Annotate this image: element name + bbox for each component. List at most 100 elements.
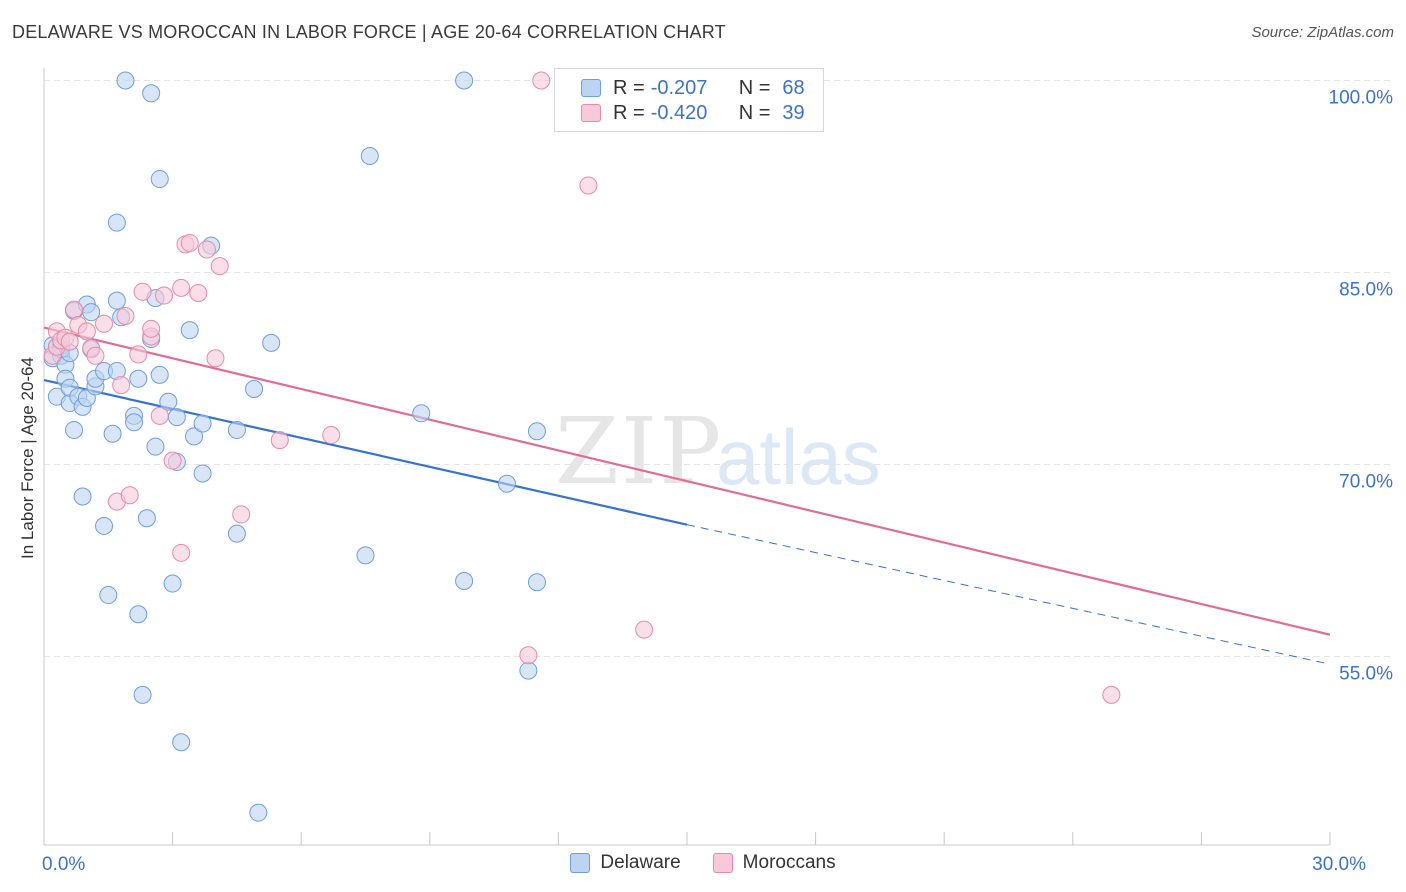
delaware-r-value: -0.207 [650,76,708,99]
delaware-point [360,147,379,166]
delaware-point [497,474,516,493]
delaware-point [193,414,212,433]
delaware-point [116,71,135,90]
moroccans-point [133,282,152,301]
moroccans-point [519,646,538,665]
axes [43,68,1331,846]
moroccans-point [172,278,191,297]
delaware-point [227,524,246,543]
n-label: N = [738,101,771,124]
moroccans-point [206,349,225,368]
stats-row-moroccans: R = -0.420 N = 39 [581,100,805,126]
delaware-trend-line [43,378,688,526]
moroccans-point [232,505,251,524]
y-tick-label: 70.0% [1339,472,1393,493]
delaware-point [150,170,169,189]
moroccans-point [189,283,208,302]
watermark-atlas: atlas [716,413,881,501]
moroccans-point [142,319,161,338]
moroccans-point [155,286,174,305]
moroccans-point [163,451,182,470]
delaware-point [412,404,431,423]
moroccans-legend-swatch [712,853,733,873]
y-axis-label: In Labor Force | Age 20-64 [18,357,37,559]
delaware-point [82,303,101,322]
legend-label-moroccans: Moroccans [742,852,836,873]
trend-lines [43,326,1331,665]
stats-legend: R = -0.207 N = 68 R = -0.420 N = 39 [554,68,824,132]
delaware-point [527,573,546,592]
data-points [43,71,1121,822]
moroccans-point [150,406,169,425]
moroccans-point [532,71,551,90]
moroccans-point [112,376,131,395]
moroccans-trend-line [43,326,1331,636]
delaware-point [129,369,148,388]
watermark-zip: ZIP [555,398,724,505]
moroccans-point [172,543,191,562]
moroccans-point [129,345,148,364]
delaware-point [455,571,474,590]
moroccans-point [77,322,96,341]
delaware-point [193,464,212,483]
moroccans-point [635,620,654,639]
delaware-point [356,546,375,565]
delaware-n-value: 68 [782,76,805,99]
delaware-swatch [581,79,601,97]
y-tick-label: 55.0% [1339,664,1393,685]
delaware-point [159,392,178,411]
delaware-point [249,803,268,822]
r-label: R = [613,101,645,124]
delaware-point [527,422,546,441]
delaware-point [245,379,264,398]
legend-item-delaware[interactable]: Delaware [570,852,681,874]
delaware-point [99,586,118,605]
delaware-legend-swatch [570,853,591,873]
delaware-point [73,487,92,506]
delaware-point [133,685,152,704]
y-tick-label: 85.0% [1339,280,1393,301]
legend-item-moroccans[interactable]: Moroccans [712,852,836,874]
moroccans-point [116,307,135,326]
delaware-point [519,661,538,680]
x-tick-label: 30.0% [1312,854,1366,875]
stats-row-delaware: R = -0.207 N = 68 [581,75,805,101]
moroccans-point [95,314,114,333]
delaware-point [180,321,199,340]
moroccans-point [197,240,216,259]
moroccans-point [210,257,229,276]
delaware-point [172,733,191,752]
moroccans-point [65,300,84,319]
delaware-point [262,333,281,352]
n-label: N = [738,76,771,99]
moroccans-point [270,431,289,450]
delaware-point [129,605,148,624]
x-tick-label: 0.0% [42,854,85,875]
moroccans-n-value: 39 [782,101,805,124]
legend-label-delaware: Delaware [600,852,681,873]
moroccans-point [60,332,79,351]
source-label: Source: ZipAtlas.com [1251,24,1394,41]
delaware-point [107,213,126,232]
moroccans-point [1102,685,1121,704]
delaware-point [167,408,186,427]
moroccans-swatch [581,104,601,122]
delaware-point [95,516,114,535]
gridlines [44,80,1394,657]
chart-title: DELAWARE VS MOROCCAN IN LABOR FORCE | AG… [12,22,726,42]
moroccans-point [86,346,105,365]
r-label: R = [613,76,645,99]
delaware-point [150,365,169,384]
series-legend: Delaware Moroccans [0,852,1406,874]
delaware-trend-extension [686,524,1331,665]
moroccans-point [579,176,598,195]
delaware-point [185,427,204,446]
moroccans-point [322,426,341,445]
y-tick-label: 100.0% [1329,88,1394,109]
delaware-point [65,420,84,439]
delaware-point [107,291,126,310]
delaware-point [142,84,161,103]
delaware-point [103,424,122,443]
delaware-point [455,71,474,90]
